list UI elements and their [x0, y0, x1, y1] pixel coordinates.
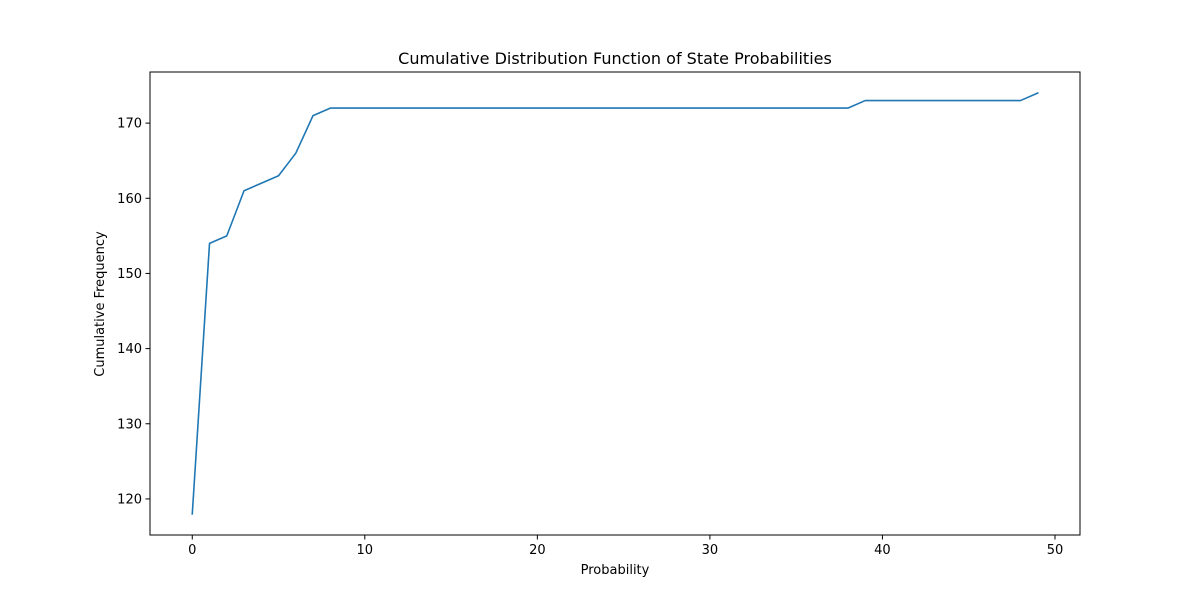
y-tick-label: 130 — [117, 417, 142, 432]
chart-title: Cumulative Distribution Function of Stat… — [398, 49, 832, 68]
x-tick-label: 30 — [702, 543, 719, 558]
y-tick-label: 160 — [117, 192, 142, 207]
y-tick-label: 120 — [117, 492, 142, 507]
x-tick-label: 50 — [1047, 543, 1064, 558]
y-tick-label: 170 — [117, 117, 142, 132]
x-tick-label: 40 — [874, 543, 891, 558]
x-axis-label: Probability — [581, 563, 650, 578]
y-axis-label: Cumulative Frequency — [93, 231, 108, 377]
y-tick-label: 150 — [117, 267, 142, 282]
x-tick-label: 10 — [357, 543, 374, 558]
plot-area: 0 10 20 30 40 50 120 130 140 150 160 170 — [117, 71, 1081, 558]
series-line-0 — [191, 91, 1039, 515]
x-tick-label: 20 — [529, 543, 546, 558]
x-tick-label: 0 — [188, 543, 196, 558]
y-tick-label: 140 — [117, 342, 142, 357]
axes-frame — [149, 71, 1081, 536]
